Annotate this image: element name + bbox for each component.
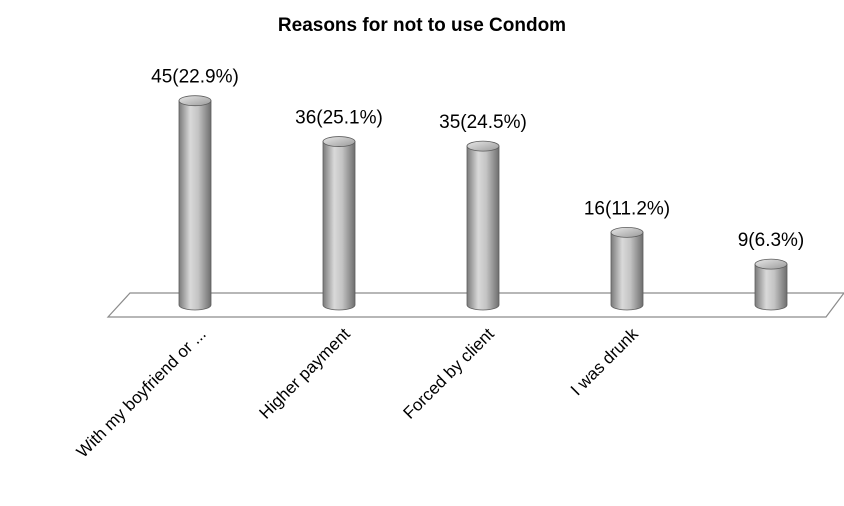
x-tick-label: Forced by client: [400, 324, 498, 422]
data-label: 9(6.3%): [738, 230, 805, 251]
bar-4: [610, 226, 644, 311]
bar-3: [466, 140, 500, 311]
data-label: 45(22.9%): [151, 67, 239, 88]
bar-cap: [466, 140, 500, 152]
bar-1: [178, 95, 212, 311]
bar-body: [466, 145, 500, 311]
bar-cap: [754, 258, 788, 270]
bar-cap: [610, 226, 644, 238]
x-tick-label: With my boyfriend or ...: [73, 324, 210, 461]
data-label: 16(11.2%): [584, 198, 670, 219]
data-label: 36(25.1%): [295, 108, 383, 129]
bar-cap: [178, 95, 212, 107]
data-label: 35(24.5%): [439, 112, 527, 133]
x-tick-label: Higher payment: [256, 324, 354, 422]
bar-body: [322, 141, 356, 311]
bar-body: [754, 263, 788, 311]
bar-cap: [322, 136, 356, 147]
bar-body: [178, 100, 212, 311]
bar-5: [754, 258, 788, 311]
bar-2: [322, 136, 356, 311]
bar-body: [610, 231, 644, 311]
chart-title: Reasons for not to use Condom: [277, 15, 567, 36]
x-tick-label: I was drunk: [567, 324, 642, 399]
